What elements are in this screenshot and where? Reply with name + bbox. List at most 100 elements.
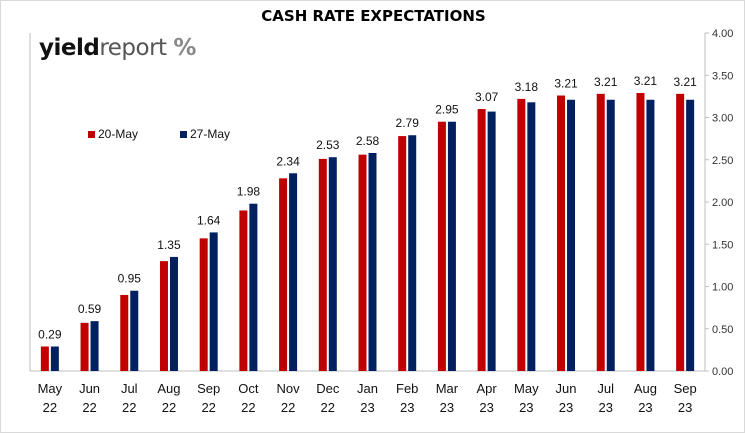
bar-series1 [477, 109, 486, 372]
bar-series1 [596, 93, 605, 371]
x-tick-label-year: 23 [479, 400, 493, 415]
data-label: 2.95 [435, 103, 459, 117]
x-tick-label-month: Jun [556, 381, 577, 396]
x-tick-label-year: 22 [43, 400, 57, 415]
bar-series2 [50, 346, 59, 371]
bar-series1 [239, 210, 248, 371]
bar-series1 [398, 136, 407, 371]
data-label: 2.34 [276, 154, 300, 168]
bar-series1 [80, 322, 89, 371]
x-tick-label-year: 23 [638, 400, 652, 415]
x-tick-label-year: 22 [82, 400, 96, 415]
bar-series2 [289, 173, 298, 371]
logo-part2: report [99, 35, 167, 61]
x-tick-label-year: 23 [678, 400, 692, 415]
bar-series2 [209, 232, 218, 371]
bar-series1 [437, 121, 446, 371]
bar-series1 [358, 154, 367, 371]
bar-series2 [527, 102, 536, 371]
data-label: 0.59 [78, 302, 102, 316]
data-label: 3.07 [475, 90, 499, 104]
x-tick-label-month: Sep [674, 381, 697, 396]
x-tick-label-year: 23 [599, 400, 613, 415]
bar-series2 [606, 99, 615, 371]
x-tick-label-year: 22 [201, 400, 215, 415]
data-label: 2.53 [316, 138, 340, 152]
logo-percent-icon: % [173, 35, 196, 61]
yieldreport-logo: yieldreport % [39, 35, 196, 61]
data-label: 2.58 [356, 134, 380, 148]
bar-series1 [199, 238, 208, 371]
x-tick-label-year: 22 [241, 400, 255, 415]
bar-series2 [249, 203, 258, 371]
y-tick-label: 2.00 [712, 197, 733, 209]
data-label: 2.79 [396, 116, 420, 130]
data-label: 0.95 [118, 272, 142, 286]
bar-series2 [686, 99, 695, 371]
data-label: 3.21 [634, 74, 658, 88]
x-tick-label-month: Jan [357, 381, 378, 396]
x-tick-label-month: Mar [436, 381, 459, 396]
x-tick-label-year: 23 [519, 400, 533, 415]
data-label: 3.21 [594, 75, 618, 89]
x-tick-label-month: May [38, 381, 63, 396]
bar-series1 [676, 93, 685, 371]
bar-series1 [318, 158, 327, 371]
bar-series1 [279, 178, 288, 371]
y-tick-label: 0.50 [712, 324, 733, 336]
bar-series2 [487, 111, 496, 372]
bar-series1 [40, 346, 49, 371]
bar-series2 [169, 256, 178, 371]
x-tick-label-month: May [514, 381, 539, 396]
data-label: 3.21 [554, 77, 578, 91]
data-label: 0.29 [38, 327, 62, 341]
y-tick-label: 2.50 [712, 155, 733, 167]
logo-part1: yield [39, 35, 100, 61]
data-label: 1.64 [197, 213, 221, 227]
data-label: 1.35 [157, 238, 181, 252]
bar-series1 [557, 95, 566, 371]
x-tick-label-month: Sep [197, 381, 220, 396]
x-tick-label-year: 23 [559, 400, 573, 415]
legend-label: 20-May [98, 127, 138, 141]
y-tick-label: 1.00 [712, 282, 733, 294]
legend-label: 27-May [190, 127, 230, 141]
bar-series1 [159, 261, 168, 371]
bar-series2 [646, 99, 655, 371]
bar-series2 [90, 321, 99, 371]
bar-series2 [567, 99, 576, 371]
x-tick-label-month: Feb [396, 381, 418, 396]
x-tick-label-month: Aug [157, 381, 180, 396]
y-tick-label: 0.00 [712, 366, 733, 378]
x-tick-label-year: 23 [400, 400, 414, 415]
bar-series2 [368, 152, 377, 371]
x-tick-label-year: 22 [162, 400, 176, 415]
x-tick-label-month: Nov [277, 381, 301, 396]
y-tick-label: 3.00 [712, 113, 733, 125]
y-tick-label: 1.50 [712, 239, 733, 251]
x-tick-label-month: Jul [597, 381, 614, 396]
bar-series1 [636, 92, 645, 372]
y-tick-label: 4.00 [712, 28, 733, 40]
x-tick-label-year: 22 [281, 400, 295, 415]
bar-series2 [408, 135, 417, 371]
x-tick-label-month: Jul [121, 381, 138, 396]
bar-series2 [447, 121, 456, 371]
y-tick-label: 3.50 [712, 70, 733, 82]
legend-swatch [180, 131, 187, 138]
x-tick-label-year: 22 [321, 400, 335, 415]
x-tick-label-month: Dec [316, 381, 340, 396]
bar-series2 [328, 157, 337, 371]
x-tick-label-month: Aug [634, 381, 657, 396]
bar-series1 [517, 98, 526, 371]
x-tick-label-year: 23 [440, 400, 454, 415]
data-label: 1.98 [237, 185, 261, 199]
chart-title: CASH RATE EXPECTATIONS [261, 7, 486, 25]
x-tick-label-year: 23 [360, 400, 374, 415]
x-tick-label-month: Oct [238, 381, 259, 396]
data-label: 3.21 [673, 75, 697, 89]
x-tick-label-month: Apr [477, 381, 498, 396]
bar-series2 [130, 290, 139, 371]
data-label: 3.18 [515, 80, 539, 94]
bar-series1 [120, 294, 129, 371]
